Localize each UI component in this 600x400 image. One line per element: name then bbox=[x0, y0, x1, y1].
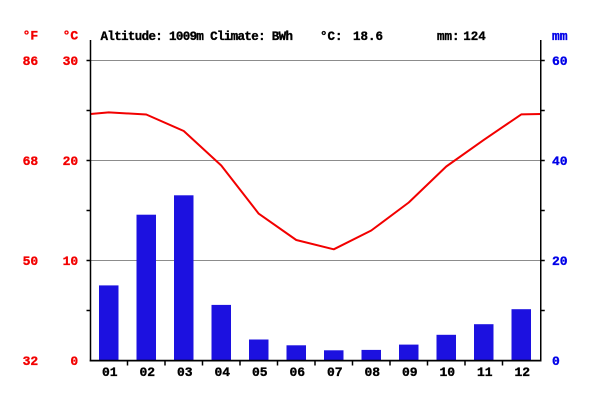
svg-text:°F: °F bbox=[23, 29, 39, 44]
svg-text:Altitude: 1009m Climate: BWh: Altitude: 1009m Climate: BWh bbox=[101, 30, 293, 44]
svg-text:30: 30 bbox=[63, 54, 79, 69]
svg-text:40: 40 bbox=[552, 154, 568, 169]
svg-text:08: 08 bbox=[364, 365, 380, 380]
svg-text:04: 04 bbox=[214, 365, 230, 380]
svg-text:68: 68 bbox=[23, 154, 39, 169]
svg-text:°C:: °C: bbox=[320, 30, 343, 44]
svg-text:05: 05 bbox=[252, 365, 268, 380]
svg-text:0: 0 bbox=[70, 354, 78, 369]
svg-text:06: 06 bbox=[289, 365, 305, 380]
svg-text:09: 09 bbox=[402, 365, 418, 380]
svg-text:07: 07 bbox=[327, 365, 343, 380]
svg-text:10: 10 bbox=[439, 365, 455, 380]
svg-text:124: 124 bbox=[463, 30, 486, 44]
svg-text:12: 12 bbox=[514, 365, 530, 380]
svg-text:86: 86 bbox=[23, 54, 39, 69]
svg-text:0: 0 bbox=[552, 354, 560, 369]
svg-text:03: 03 bbox=[177, 365, 193, 380]
svg-text:20: 20 bbox=[63, 154, 79, 169]
svg-text:°C: °C bbox=[63, 29, 79, 44]
svg-text:02: 02 bbox=[139, 365, 155, 380]
svg-text:20: 20 bbox=[552, 254, 568, 269]
svg-text:60: 60 bbox=[552, 54, 568, 69]
svg-text:18.6: 18.6 bbox=[353, 30, 383, 44]
svg-text:01: 01 bbox=[102, 365, 118, 380]
svg-text:50: 50 bbox=[23, 254, 39, 269]
svg-text:mm:: mm: bbox=[437, 30, 460, 44]
svg-text:mm: mm bbox=[552, 29, 568, 44]
svg-text:10: 10 bbox=[63, 254, 79, 269]
svg-text:11: 11 bbox=[477, 365, 493, 380]
svg-text:32: 32 bbox=[23, 354, 39, 369]
